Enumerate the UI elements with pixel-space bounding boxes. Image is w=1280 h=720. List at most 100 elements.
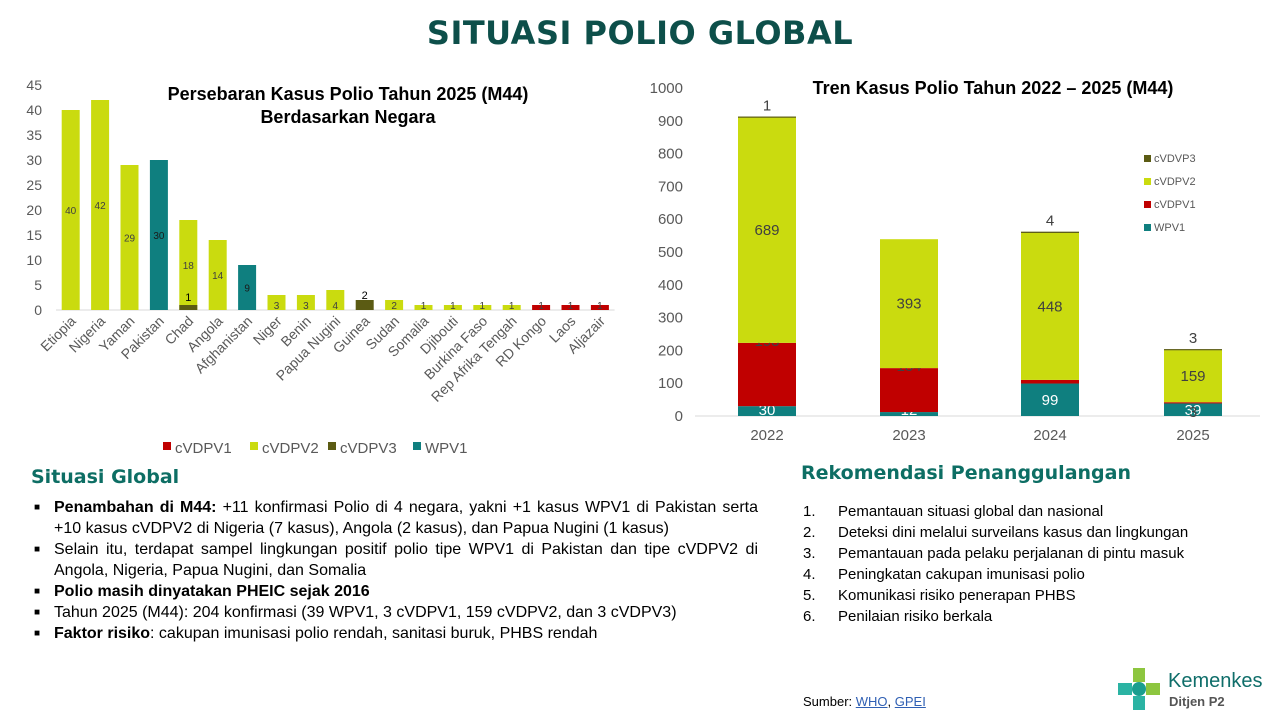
situasi-global-item-text: Tahun 2025 (M44): 204 konfirmasi (39 WPV… [54,604,677,621]
rekomendasi-item: 3. Pemantauan pada pelaku perjalanan di p… [803,543,1253,564]
data-label: 448 [1037,298,1062,315]
data-label: 1 [597,301,603,312]
data-label: 14 [212,271,224,282]
data-label: 2 [362,290,368,302]
source-separator: , [887,694,895,709]
situasi-global-item-bold: Penambahan di M44: [54,499,217,516]
bar-segment-wpv1 [1164,403,1222,416]
y-tick-label: 20 [26,202,42,218]
data-label: 3 [274,301,280,312]
logo-name: Kemenkes [1168,670,1263,692]
situasi-global-item-bold: Faktor risiko [54,625,151,642]
data-label: 42 [95,201,107,212]
rekomendasi-item: 6. Penilaian risiko berkala [803,606,1253,627]
legend-label: cVDPV2 [1154,176,1196,188]
data-label: 4 [1046,213,1054,230]
bar-segment-cvdpv2 [385,300,404,310]
bar-segment-cvdpv2 [179,220,198,310]
y-tick-label: 600 [658,211,683,228]
rekomendasi-item: 5. Komunikasi risiko penerapan PHBS [803,585,1253,606]
data-label: 159 [1180,368,1205,385]
rekomendasi-item-number: 1. [803,503,816,520]
situasi-global-item: Penambahan di M44: +11 konfirmasi Polio … [34,497,758,539]
data-label: 689 [754,222,779,239]
bar-segment-cvdpv1 [561,305,580,310]
legend-label: WPV1 [1154,222,1185,234]
rekomendasi-item-number: 2. [803,524,816,541]
y-tick-label: 900 [658,113,683,130]
rekomendasi-item-number: 3. [803,545,816,562]
y-tick-label: 500 [658,244,683,261]
y-tick-label: 10 [26,252,42,268]
situasi-global-item-text: : cakupan imunisasi polio rendah, sanita… [150,625,598,642]
situasi-global-item-text: Selain itu, terdapat sampel lingkungan p… [54,541,758,579]
legend-swatch-cvdpv1 [1144,201,1151,208]
y-tick-label: 45 [26,77,42,93]
source-link-who[interactable]: WHO [855,694,888,709]
chart-title: Tren Kasus Polio Tahun 2022 – 2025 (M44) [813,78,1174,98]
rekomendasi-item-text: Penilaian risiko berkala [838,608,993,625]
bar-segment-wpv1 [1021,383,1079,416]
legend-swatch-cvdpv2 [1144,178,1151,185]
source-label: Sumber: [803,694,856,709]
legend-label: cVDVP3 [1154,153,1196,165]
bar-segment-cvdpv2 [208,240,227,310]
x-tick-label: Niger [250,313,285,348]
y-tick-label: 0 [675,408,683,425]
bar-segment-cvdpv2 [1021,232,1079,380]
bar-segment-wpv1 [880,412,938,416]
legend-swatch-cvdpv1 [163,442,171,450]
y-tick-label: 15 [26,227,42,243]
data-label: 30 [759,402,776,419]
data-label: 29 [124,234,136,245]
bar-segment-cvdpv2 [473,305,492,310]
y-tick-label: 40 [26,102,42,118]
rekomendasi-heading: Rekomendasi Penanggulangan [801,462,1131,484]
data-label: 3 [1189,404,1197,421]
data-label: 99 [1042,392,1059,409]
data-label: 4 [333,301,339,312]
bar-segment-cvdpv2 [738,116,796,343]
page-title: SITUASI POLIO GLOBAL [426,14,854,52]
data-label: 3 [1189,330,1197,347]
legend-swatch-cvdpv3 [328,442,336,450]
bar-segment-cvdpv3 [1021,231,1079,233]
bar-segment-cvdpv2 [61,110,80,310]
y-tick-label: 200 [658,342,683,359]
rekomendasi-item: 4. Peningkatan cakupan imunisasi polio [803,564,1253,585]
y-tick-label: 0 [34,302,42,318]
y-tick-label: 5 [34,277,42,293]
rekomendasi-item-number: 4. [803,566,816,583]
data-label: 3 [303,301,309,312]
bar-segment-cvdpv3 [179,305,198,310]
bar-segment-cvdpv1 [532,305,551,310]
y-tick-label: 25 [26,177,42,193]
bar-segment-cvdpv2 [880,239,938,369]
source-line: Sumber: WHO, GPEI [803,694,926,709]
bar-segment-cvdpv1 [590,305,609,310]
data-label: 18 [183,261,195,272]
kemenkes-logo-icon [1118,668,1160,710]
situasi-global-heading: Situasi Global [31,466,180,488]
bar-segment-cvdpv1 [1164,402,1222,404]
situasi-global-item: Selain itu, terdapat sampel lingkungan p… [34,539,758,581]
rekomendasi-item: 1. Pemantauan situasi global dan nasional [803,501,1253,522]
situasi-global-item-bold: Polio masih dinyatakan PHEIC sejak 2016 [54,583,370,600]
y-tick-label: 35 [26,127,42,143]
kemenkes-logo: Kemenkes Ditjen P2 [1116,664,1271,714]
bar-segment-cvdpv2 [296,295,315,310]
legend-swatch-cvdpv3 [1144,155,1151,162]
rekomendasi-item-text: Pemantauan pada pelaku perjalanan di pin… [838,545,1185,562]
data-label: 9 [244,284,250,295]
bar-segment-cvdpv2 [326,290,345,310]
situasi-global-list: Penambahan di M44: +11 konfirmasi Polio … [34,497,758,644]
x-tick-label: 2025 [1176,427,1209,444]
bar-segment-cvdpv2 [502,305,521,310]
y-tick-label: 700 [658,178,683,195]
bar-segment-wpv1 [738,406,796,416]
x-tick-label: 2024 [1033,427,1066,444]
rekomendasi-item-text: Deteksi dini melalui surveilans kasus da… [838,524,1189,541]
source-link-gpei[interactable]: GPEI [894,694,926,709]
situasi-global-item-text: +11 konfirmasi Polio di 4 negara, yakni … [54,499,758,537]
rekomendasi-item-text: Pemantauan situasi global dan nasional [838,503,1104,520]
